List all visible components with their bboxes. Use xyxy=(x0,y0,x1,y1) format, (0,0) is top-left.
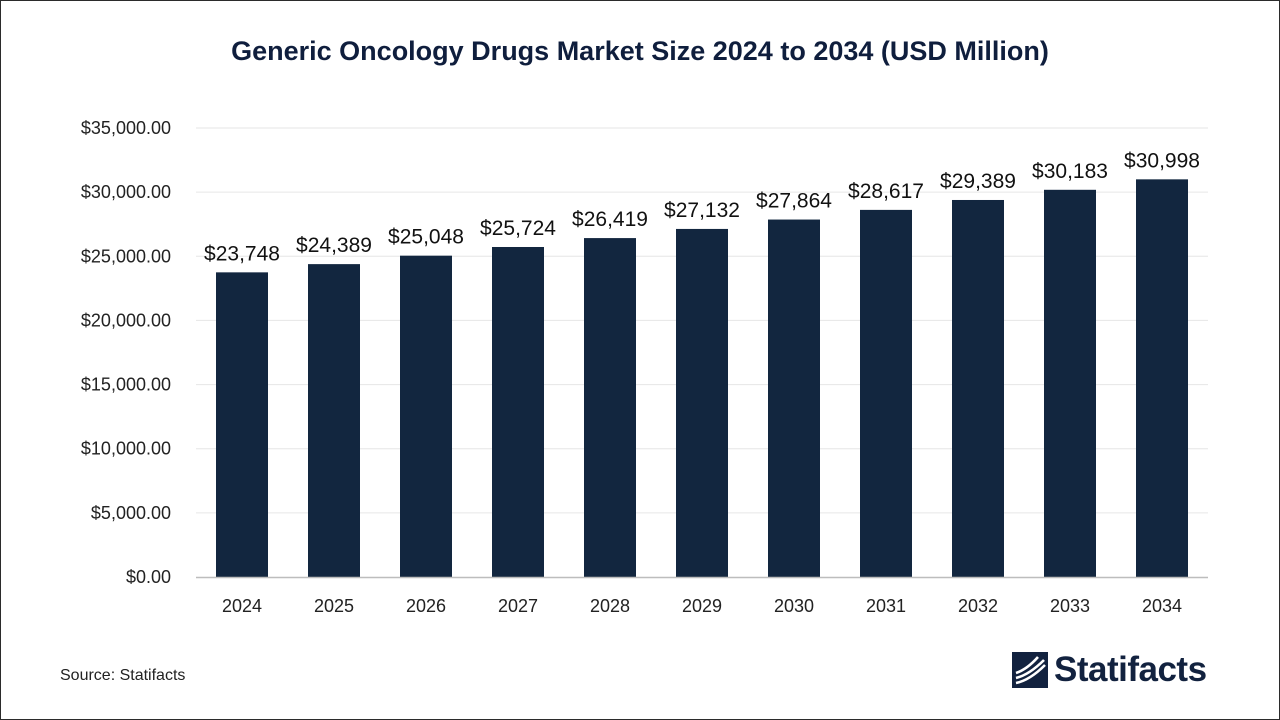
data-label: $25,724 xyxy=(480,217,556,240)
data-label: $30,183 xyxy=(1032,160,1108,183)
bar xyxy=(216,272,268,577)
x-tick-label: 2034 xyxy=(1142,596,1182,616)
chart-title: Generic Oncology Drugs Market Size 2024 … xyxy=(231,36,1049,66)
data-label: $27,864 xyxy=(756,190,832,213)
data-label: $23,748 xyxy=(204,242,280,265)
data-label: $29,389 xyxy=(940,170,1016,193)
y-tick-label: $10,000.00 xyxy=(81,439,171,459)
data-label: $27,132 xyxy=(664,199,740,222)
y-tick-label: $35,000.00 xyxy=(81,118,171,138)
data-label: $30,998 xyxy=(1124,149,1200,172)
data-label: $25,048 xyxy=(388,226,464,249)
bar xyxy=(676,228,728,578)
x-tick-label: 2030 xyxy=(774,596,814,616)
data-label: $26,419 xyxy=(572,208,648,231)
brand-name: Statifacts xyxy=(1054,650,1207,689)
y-tick-label: $20,000.00 xyxy=(81,310,171,330)
x-tick-label: 2025 xyxy=(314,596,354,616)
source-note: Source: Statifacts xyxy=(60,667,186,684)
y-tick-label: $0.00 xyxy=(126,567,171,587)
data-label: $28,617 xyxy=(848,180,924,203)
bar xyxy=(1136,179,1188,577)
bar xyxy=(492,246,544,577)
statifacts-logo-icon xyxy=(1012,652,1048,688)
x-tick-label: 2028 xyxy=(590,596,630,616)
x-tick-label: 2033 xyxy=(1050,596,1090,616)
y-tick-label: $15,000.00 xyxy=(81,375,171,395)
x-tick-label: 2032 xyxy=(958,596,998,616)
bar xyxy=(584,238,636,577)
data-label: $24,389 xyxy=(296,234,372,257)
bar xyxy=(308,264,360,577)
y-tick-label: $30,000.00 xyxy=(81,182,171,202)
x-tick-label: 2029 xyxy=(682,596,722,616)
bar xyxy=(860,209,912,577)
x-tick-label: 2026 xyxy=(406,596,446,616)
y-tick-label: $25,000.00 xyxy=(81,246,171,266)
x-tick-label: 2027 xyxy=(498,596,538,616)
x-tick-label: 2031 xyxy=(866,596,906,616)
bar xyxy=(768,219,820,578)
bar xyxy=(400,255,452,578)
brand-logo: Statifacts xyxy=(1012,648,1207,692)
y-tick-label: $5,000.00 xyxy=(91,503,171,523)
bar xyxy=(1044,189,1096,577)
x-tick-label: 2024 xyxy=(222,596,262,616)
bar xyxy=(952,199,1004,577)
